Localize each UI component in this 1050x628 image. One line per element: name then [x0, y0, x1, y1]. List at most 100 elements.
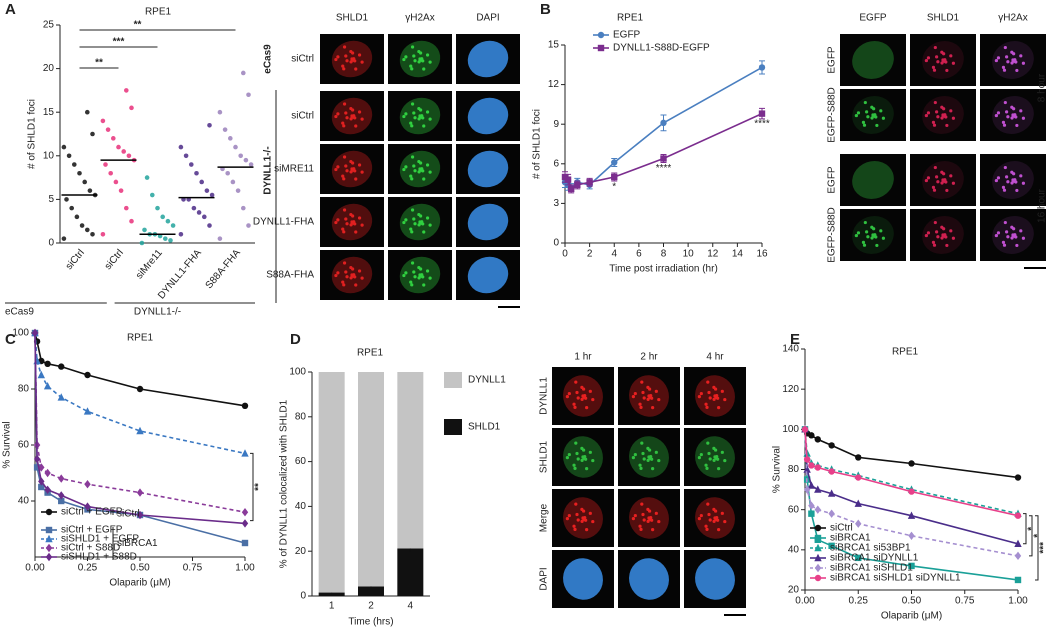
focus	[584, 518, 588, 522]
focus	[699, 391, 703, 396]
x-tick-label: siCtrl	[103, 248, 126, 273]
marker	[241, 539, 249, 547]
legend-group: siCtrl	[117, 509, 140, 520]
focus	[649, 455, 653, 459]
marker	[136, 488, 144, 497]
focus	[951, 236, 956, 240]
focus	[949, 229, 953, 233]
focus	[402, 167, 406, 172]
focus	[944, 60, 948, 64]
data-point	[217, 109, 223, 115]
y-tick-label: 80	[788, 464, 800, 475]
focus	[697, 456, 701, 460]
panel-letter: E	[790, 331, 800, 348]
focus	[425, 53, 430, 57]
data-point	[168, 238, 173, 243]
x-tick-label: 0	[562, 249, 568, 260]
marker	[597, 31, 605, 39]
focus	[334, 167, 338, 172]
focus	[862, 123, 867, 127]
focus	[580, 519, 584, 523]
y-tick-label: 12	[548, 79, 560, 90]
focus	[875, 123, 879, 128]
focus	[646, 397, 650, 401]
marker	[136, 426, 144, 435]
focus	[354, 230, 358, 234]
focus	[650, 396, 654, 400]
focus	[1010, 181, 1014, 185]
focus	[421, 275, 425, 279]
focus	[341, 174, 345, 178]
bar-segment	[358, 372, 384, 587]
focus	[931, 65, 936, 69]
column-header: SHLD1	[336, 13, 369, 24]
focus	[342, 45, 347, 49]
focus	[646, 458, 650, 462]
data-point	[248, 162, 254, 167]
focus	[584, 457, 588, 461]
focus	[646, 519, 650, 523]
focus	[576, 518, 580, 522]
y-tick-label: 25	[43, 20, 55, 31]
focus	[699, 513, 703, 518]
focus	[870, 236, 874, 240]
nucleus	[852, 160, 894, 200]
marker	[241, 519, 249, 528]
focus	[716, 457, 720, 461]
focus	[1010, 225, 1014, 229]
focus	[334, 57, 338, 62]
focus	[410, 208, 415, 212]
marker	[564, 176, 572, 183]
focus	[861, 240, 866, 244]
focus	[932, 188, 937, 192]
focus	[334, 273, 338, 278]
focus	[567, 391, 571, 396]
focus	[349, 159, 353, 164]
data-point	[105, 127, 111, 132]
focus	[1010, 116, 1014, 120]
focus	[932, 123, 937, 127]
focus	[1021, 61, 1026, 65]
focus	[1014, 60, 1018, 64]
focus	[699, 452, 703, 457]
x-tick-label: 14	[732, 249, 744, 260]
focus	[651, 467, 655, 471]
focus	[342, 102, 347, 106]
focus	[657, 397, 661, 402]
focus	[940, 105, 944, 109]
marker	[33, 454, 41, 464]
focus	[342, 261, 347, 265]
focus	[996, 176, 1001, 180]
focus	[638, 463, 642, 467]
focus	[580, 397, 584, 401]
bar-segment	[318, 372, 345, 593]
marker	[807, 481, 816, 489]
focus	[879, 229, 883, 233]
focus	[633, 513, 637, 518]
focus	[949, 174, 953, 178]
data-point	[217, 236, 223, 241]
focus	[345, 275, 349, 279]
marker	[814, 553, 822, 562]
focus	[933, 45, 937, 50]
marker	[45, 508, 53, 516]
focus	[572, 463, 576, 467]
data-point	[72, 162, 77, 167]
focus	[353, 222, 357, 226]
focus	[1010, 50, 1014, 54]
marker	[1014, 551, 1022, 561]
focus	[874, 235, 878, 239]
x-axis-label: Olaparib (μM)	[109, 578, 170, 589]
focus	[573, 405, 577, 409]
data-point	[111, 136, 116, 141]
focus	[933, 100, 937, 105]
focus	[588, 511, 592, 515]
focus	[410, 155, 415, 159]
focus	[580, 507, 584, 511]
focus	[638, 402, 642, 406]
group-label: 16 hour	[1037, 188, 1048, 223]
series-line	[804, 429, 1019, 515]
y-tick-label: 20	[295, 546, 307, 557]
column-header: 2 hr	[640, 352, 658, 363]
focus	[583, 516, 587, 520]
